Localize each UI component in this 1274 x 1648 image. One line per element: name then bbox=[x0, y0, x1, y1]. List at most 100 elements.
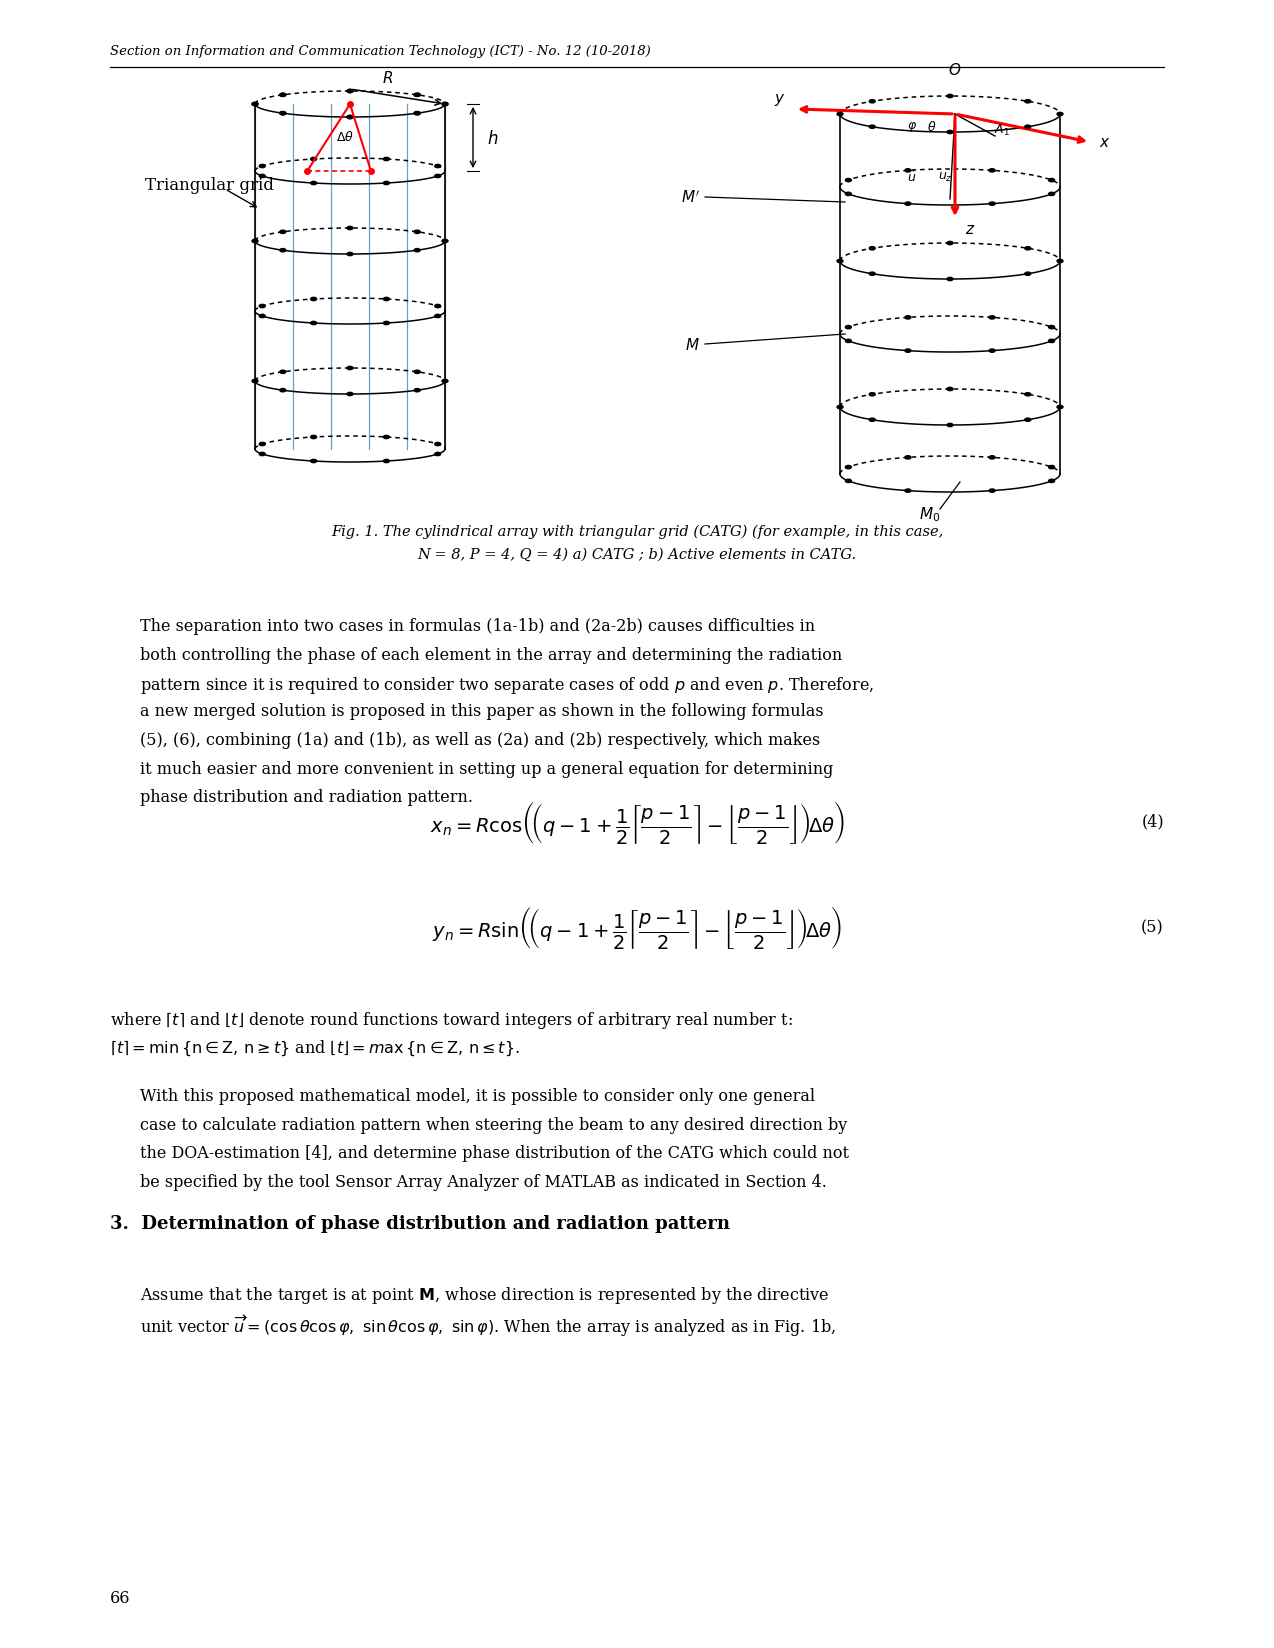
Ellipse shape bbox=[1024, 247, 1031, 250]
Ellipse shape bbox=[869, 419, 875, 422]
Ellipse shape bbox=[280, 94, 285, 97]
Text: $A_1$: $A_1$ bbox=[994, 122, 1010, 137]
Ellipse shape bbox=[383, 460, 390, 463]
Ellipse shape bbox=[434, 305, 441, 308]
Ellipse shape bbox=[905, 170, 911, 173]
Ellipse shape bbox=[905, 456, 911, 460]
Ellipse shape bbox=[259, 315, 265, 318]
Text: a new merged solution is proposed in this paper as shown in the following formul: a new merged solution is proposed in thi… bbox=[140, 704, 823, 720]
Text: Section on Information and Communication Technology (ICT) - No. 12 (10-2018): Section on Information and Communication… bbox=[110, 46, 651, 58]
Text: it much easier and more convenient in setting up a general equation for determin: it much easier and more convenient in se… bbox=[140, 760, 833, 776]
Ellipse shape bbox=[259, 443, 265, 447]
Ellipse shape bbox=[1049, 339, 1055, 343]
Ellipse shape bbox=[989, 349, 995, 353]
Ellipse shape bbox=[280, 389, 285, 392]
Ellipse shape bbox=[383, 321, 390, 325]
Text: both controlling the phase of each element in the array and determining the radi: both controlling the phase of each eleme… bbox=[140, 646, 842, 662]
Ellipse shape bbox=[947, 96, 953, 99]
Ellipse shape bbox=[252, 381, 259, 384]
Ellipse shape bbox=[846, 193, 851, 196]
Ellipse shape bbox=[869, 274, 875, 277]
Ellipse shape bbox=[837, 260, 843, 264]
Text: Fig. 1. The cylindrical array with triangular grid (CATG) (for example, in this : Fig. 1. The cylindrical array with trian… bbox=[331, 524, 943, 539]
Text: $h$: $h$ bbox=[487, 130, 498, 147]
Ellipse shape bbox=[947, 279, 953, 282]
Ellipse shape bbox=[989, 456, 995, 460]
Ellipse shape bbox=[414, 389, 420, 392]
Ellipse shape bbox=[252, 104, 259, 107]
Text: $M_0$: $M_0$ bbox=[920, 506, 940, 524]
Ellipse shape bbox=[347, 227, 353, 231]
Ellipse shape bbox=[252, 104, 259, 107]
Ellipse shape bbox=[347, 394, 353, 397]
Text: $z$: $z$ bbox=[964, 222, 975, 237]
Text: unit vector $\overrightarrow{u} = (\cos\theta\cos\varphi,\ \sin\theta\cos\varphi: unit vector $\overrightarrow{u} = (\cos\… bbox=[140, 1313, 836, 1338]
Ellipse shape bbox=[869, 247, 875, 250]
Ellipse shape bbox=[414, 249, 420, 252]
Ellipse shape bbox=[259, 305, 265, 308]
Ellipse shape bbox=[347, 254, 353, 257]
Text: $\vec{u}$: $\vec{u}$ bbox=[907, 170, 917, 185]
Text: $R$: $R$ bbox=[382, 69, 394, 86]
Ellipse shape bbox=[347, 91, 353, 94]
Text: pattern since it is required to consider two separate cases of odd $p$ and even : pattern since it is required to consider… bbox=[140, 674, 874, 695]
Ellipse shape bbox=[347, 117, 353, 120]
Ellipse shape bbox=[383, 183, 390, 186]
Ellipse shape bbox=[905, 349, 911, 353]
Text: case to calculate radiation pattern when steering the beam to any desired direct: case to calculate radiation pattern when… bbox=[140, 1116, 847, 1132]
Ellipse shape bbox=[252, 241, 259, 244]
Ellipse shape bbox=[280, 249, 285, 252]
Text: 66: 66 bbox=[110, 1590, 130, 1607]
Ellipse shape bbox=[1024, 101, 1031, 104]
Text: N = 8, P = 4, Q = 4) a) CATG ; b) Active elements in CATG.: N = 8, P = 4, Q = 4) a) CATG ; b) Active… bbox=[418, 547, 856, 562]
Text: the DOA-estimation [4], and determine phase distribution of the CATG which could: the DOA-estimation [4], and determine ph… bbox=[140, 1144, 848, 1162]
Ellipse shape bbox=[414, 371, 420, 374]
Ellipse shape bbox=[947, 389, 953, 392]
Ellipse shape bbox=[383, 298, 390, 302]
Ellipse shape bbox=[311, 321, 317, 325]
Text: $y_n = R\sin\!\left(\!\left(q - 1 + \dfrac{1}{2}\left\lceil\dfrac{p-1}{2}\right\: $y_n = R\sin\!\left(\!\left(q - 1 + \dfr… bbox=[432, 905, 842, 951]
Ellipse shape bbox=[947, 424, 953, 427]
Ellipse shape bbox=[311, 183, 317, 186]
Ellipse shape bbox=[989, 203, 995, 206]
Text: phase distribution and radiation pattern.: phase distribution and radiation pattern… bbox=[140, 788, 473, 806]
Text: $x$: $x$ bbox=[1099, 135, 1111, 150]
Ellipse shape bbox=[311, 460, 317, 463]
Ellipse shape bbox=[259, 175, 265, 178]
Ellipse shape bbox=[905, 316, 911, 320]
Ellipse shape bbox=[442, 241, 448, 244]
Ellipse shape bbox=[442, 104, 448, 107]
Ellipse shape bbox=[1024, 274, 1031, 277]
Ellipse shape bbox=[434, 443, 441, 447]
Ellipse shape bbox=[311, 158, 317, 162]
Ellipse shape bbox=[1049, 466, 1055, 470]
Text: $\theta$: $\theta$ bbox=[927, 120, 936, 133]
Ellipse shape bbox=[1049, 326, 1055, 330]
Text: With this proposed mathematical model, it is possible to consider only one gener: With this proposed mathematical model, i… bbox=[140, 1088, 815, 1104]
Ellipse shape bbox=[1057, 260, 1063, 264]
Text: (5), (6), combining (1a) and (1b), as well as (2a) and (2b) respectively, which : (5), (6), combining (1a) and (1b), as we… bbox=[140, 732, 820, 748]
Text: (4): (4) bbox=[1142, 812, 1164, 831]
Ellipse shape bbox=[347, 91, 353, 94]
Text: be specified by the tool Sensor Array Analyzer of MATLAB as indicated in Section: be specified by the tool Sensor Array An… bbox=[140, 1173, 827, 1190]
Text: $M$: $M$ bbox=[685, 336, 699, 353]
Ellipse shape bbox=[1049, 180, 1055, 183]
Ellipse shape bbox=[347, 368, 353, 371]
Ellipse shape bbox=[414, 94, 420, 97]
Ellipse shape bbox=[383, 158, 390, 162]
Ellipse shape bbox=[442, 104, 448, 107]
Text: Assume that the target is at point $\mathbf{M}$, whose direction is represented : Assume that the target is at point $\mat… bbox=[140, 1284, 829, 1305]
Ellipse shape bbox=[1049, 193, 1055, 196]
Ellipse shape bbox=[1057, 114, 1063, 117]
Text: The separation into two cases in formulas (1a-1b) and (2a-2b) causes difficultie: The separation into two cases in formula… bbox=[140, 618, 815, 634]
Ellipse shape bbox=[989, 170, 995, 173]
Ellipse shape bbox=[1024, 419, 1031, 422]
Ellipse shape bbox=[347, 117, 353, 120]
Ellipse shape bbox=[1024, 125, 1031, 129]
Ellipse shape bbox=[947, 242, 953, 246]
Ellipse shape bbox=[259, 165, 265, 168]
Ellipse shape bbox=[869, 394, 875, 397]
Ellipse shape bbox=[434, 165, 441, 168]
Ellipse shape bbox=[989, 316, 995, 320]
Ellipse shape bbox=[837, 405, 843, 409]
